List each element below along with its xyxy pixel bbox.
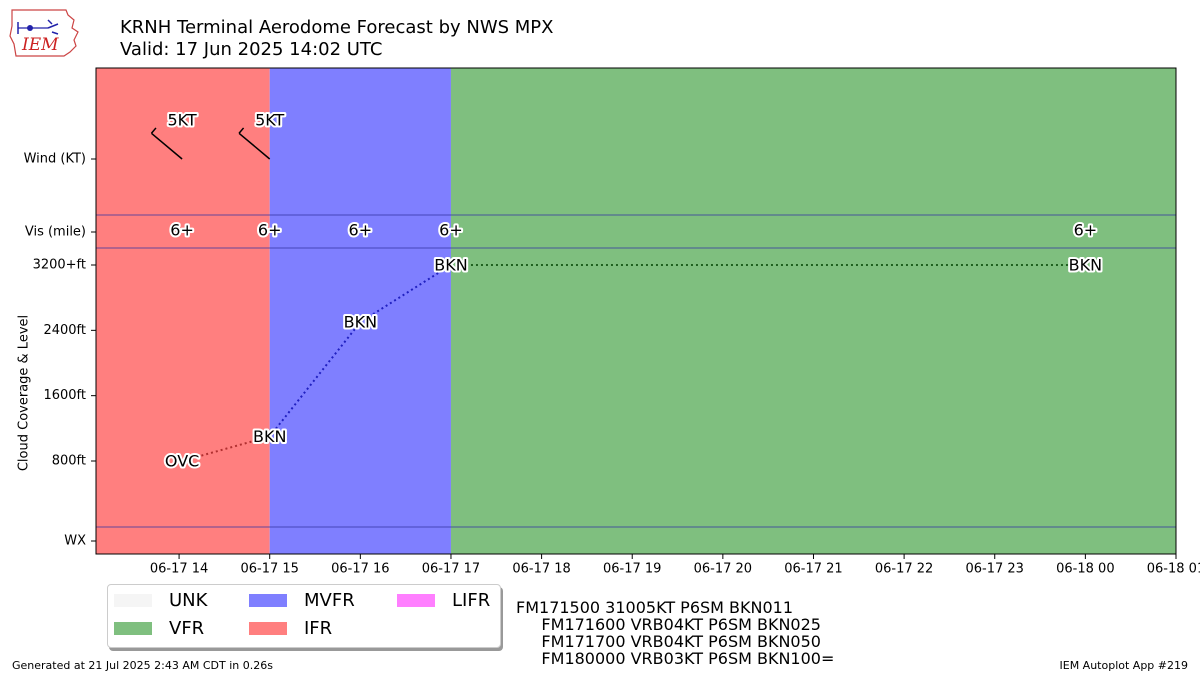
- y-tick-label: 800ft: [52, 454, 86, 469]
- visibility-label: 6+: [170, 221, 194, 240]
- chart-subtitle: Valid: 17 Jun 2025 14:02 UTC: [120, 39, 383, 60]
- cloud-label: BKN: [253, 427, 286, 446]
- wind-label: 5KT: [255, 111, 284, 130]
- raw-taf-line: FM180000 VRB03KT P6SM BKN100=: [516, 649, 835, 668]
- wind-label: 5KT: [167, 111, 196, 130]
- visibility-label: 6+: [258, 221, 282, 240]
- wind-barb-flag: [238, 127, 245, 134]
- cloud-line: [181, 435, 270, 462]
- wind-barb: [238, 132, 271, 160]
- category-band-ifr: [96, 68, 270, 554]
- category-band-vfr: [450, 68, 1176, 554]
- x-tick-label: 06-17 18: [512, 562, 570, 577]
- y-axis-label: Cloud Coverage & Level: [17, 315, 32, 471]
- legend-label-lifr: LIFR: [452, 590, 491, 611]
- legend-label-unk: UNK: [169, 590, 208, 611]
- legend-label-mvfr: MVFR: [304, 590, 355, 611]
- x-tick-label: 06-17 15: [240, 562, 298, 577]
- plot-frame: [95, 67, 1177, 555]
- wind-barb: [150, 132, 183, 160]
- x-tick-label: 06-17 22: [875, 562, 933, 577]
- legend-item-mvfr: MVFR: [249, 590, 355, 611]
- legend-item-lifr: LIFR: [397, 590, 490, 611]
- x-tick-label: 06-17 23: [966, 562, 1024, 577]
- y-tick-label: Wind (KT): [24, 152, 86, 167]
- x-tick-label: 06-17 14: [150, 562, 208, 577]
- cloud-label: BKN: [434, 256, 467, 275]
- footer-app: IEM Autoplot App #219: [1059, 659, 1189, 672]
- x-tick-label: 06-17 20: [694, 562, 752, 577]
- category-band-mvfr: [269, 68, 451, 554]
- x-tick-label: 06-17 16: [331, 562, 389, 577]
- legend-swatch-vfr: [114, 622, 152, 635]
- cloud-label: BKN: [344, 313, 377, 332]
- legend-item-unk: UNK: [114, 590, 207, 611]
- cloud-label: BKN: [1069, 256, 1102, 275]
- y-tick-label: Vis (mile): [25, 225, 86, 240]
- legend-label-vfr: VFR: [169, 618, 205, 639]
- raw-taf-line: FM171600 VRB04KT P6SM BKN025: [516, 615, 821, 634]
- x-tick-label: 06-18 00: [1056, 562, 1114, 577]
- legend-item-ifr: IFR: [249, 618, 332, 639]
- raw-taf-line: FM171500 31005KT P6SM BKN011: [516, 598, 794, 617]
- x-tick-label: 06-17 17: [422, 562, 480, 577]
- x-tick-label: 06-17 19: [603, 562, 661, 577]
- legend-swatch-unk: [114, 594, 152, 607]
- chart-title: KRNH Terminal Aerodome Forecast by NWS M…: [120, 17, 554, 38]
- cloud-label: OVC: [165, 452, 199, 471]
- y-tick-label: 2400ft: [43, 323, 86, 338]
- legend-swatch-ifr: [249, 622, 287, 635]
- legend-label-ifr: IFR: [304, 618, 333, 639]
- raw-taf-line: FM171700 VRB04KT P6SM BKN050: [516, 632, 821, 651]
- legend-swatch-lifr: [397, 594, 435, 607]
- footer-generated: Generated at 21 Jul 2025 2:43 AM CDT in …: [12, 659, 273, 672]
- x-tick-label: 06-18 01: [1147, 562, 1200, 577]
- legend: UNK VFR MVFR IFR LIFR: [107, 584, 501, 648]
- wind-barb-flag: [150, 127, 157, 134]
- y-tick-label: 3200+ft: [33, 258, 86, 273]
- logo-text: IEM: [21, 35, 59, 55]
- visibility-label: 6+: [439, 221, 463, 240]
- y-tick-label: 1600ft: [43, 388, 86, 403]
- iem-logo: IEM: [9, 9, 79, 57]
- x-tick-label: 06-17 21: [784, 562, 842, 577]
- visibility-label: 6+: [1074, 221, 1098, 240]
- legend-swatch-mvfr: [249, 594, 287, 607]
- legend-item-vfr: VFR: [114, 618, 204, 639]
- cloud-line: [268, 321, 362, 438]
- visibility-label: 6+: [349, 221, 373, 240]
- y-tick-label: WX: [64, 534, 86, 549]
